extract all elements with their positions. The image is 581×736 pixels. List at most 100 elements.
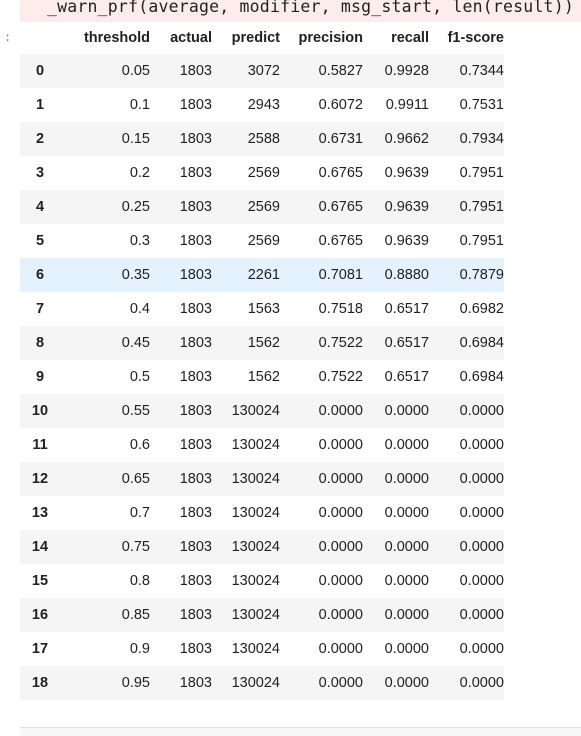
cell-predict: 1562 <box>247 335 280 351</box>
cell-threshold: 0.3 <box>129 233 150 249</box>
cell-actual: 1803 <box>179 199 212 215</box>
cell-predict: 130024 <box>231 607 280 623</box>
cell-precision: 0.7518 <box>318 301 363 317</box>
cell-actual: 1803 <box>179 335 212 351</box>
row-index: 10 <box>31 403 49 419</box>
cell-precision: 0.6765 <box>318 199 363 215</box>
row-index: 11 <box>32 437 48 453</box>
row-index: 2 <box>35 131 45 147</box>
cell-f1-score: 0.0000 <box>459 607 504 623</box>
cell-precision: 0.6072 <box>318 97 363 113</box>
cell-predict: 1562 <box>247 369 280 385</box>
cell-predict: 130024 <box>231 573 280 589</box>
cell-predict: 3072 <box>247 63 280 79</box>
cell-predict: 2261 <box>247 267 280 283</box>
cell-recall: 0.6517 <box>384 335 429 351</box>
column-header-predict: predict <box>231 30 280 46</box>
cell-precision: 0.6765 <box>318 165 363 181</box>
cell-threshold: 0.85 <box>121 607 150 623</box>
table-body: 0 0.05 1803 3072 0.5827 0.9928 0.7344 1 0.1 1803 2… <box>20 54 504 700</box>
cell-predict: 130024 <box>231 471 280 487</box>
cell-predict: 2943 <box>247 97 280 113</box>
cell-actual: 1803 <box>179 539 212 555</box>
cell-actual: 1803 <box>179 165 212 181</box>
table-row: 2 0.15 1803 2588 0.6731 0.9662 0.7934 <box>20 122 504 156</box>
cell-recall: 0.0000 <box>384 641 429 657</box>
table-header-row: threshold actual predict precision recal… <box>20 22 504 54</box>
column-header-recall: recall <box>391 30 429 46</box>
column-header-f1-score: f1-score <box>447 30 504 46</box>
cell-threshold: 0.55 <box>121 403 150 419</box>
cell-precision: 0.0000 <box>318 505 363 521</box>
row-index: 16 <box>31 607 49 623</box>
cell-recall: 0.6517 <box>384 369 429 385</box>
cell-precision: 0.0000 <box>318 403 363 419</box>
cell-recall: 0.0000 <box>384 539 429 555</box>
cell-threshold: 0.5 <box>129 369 150 385</box>
cell-f1-score: 0.0000 <box>459 403 504 419</box>
cell-actual: 1803 <box>179 301 212 317</box>
cell-predict: 2569 <box>247 233 280 249</box>
dataframe-table: threshold actual predict precision recal… <box>20 22 504 700</box>
cell-precision: 0.7522 <box>318 335 363 351</box>
cell-recall: 0.0000 <box>384 607 429 623</box>
cell-f1-score: 0.6984 <box>459 369 504 385</box>
table-row: 12 0.65 1803 130024 0.0000 0.0000 0.0000 <box>20 462 504 496</box>
cell-actual: 1803 <box>179 131 212 147</box>
row-index: 3 <box>35 165 45 181</box>
cell-recall: 0.9639 <box>384 199 429 215</box>
cell-f1-score: 0.0000 <box>459 573 504 589</box>
cell-actual: 1803 <box>179 97 212 113</box>
cell-precision: 0.0000 <box>318 471 363 487</box>
column-header-threshold: threshold <box>83 30 150 46</box>
cell-actual: 1803 <box>179 63 212 79</box>
row-index: 13 <box>31 505 49 521</box>
cell-f1-score: 0.0000 <box>459 539 504 555</box>
cell-precision: 0.0000 <box>318 573 363 589</box>
row-index: 8 <box>35 335 45 351</box>
cell-precision: 0.0000 <box>318 675 363 691</box>
table-row: 17 0.9 1803 130024 0.0000 0.0000 0.0000 <box>20 632 504 666</box>
next-cell-edge <box>20 727 581 736</box>
cell-f1-score: 0.7934 <box>459 131 504 147</box>
output-prompt: : <box>4 30 12 44</box>
cell-f1-score: 0.0000 <box>459 505 504 521</box>
cell-recall: 0.0000 <box>384 505 429 521</box>
cell-threshold: 0.45 <box>121 335 150 351</box>
row-index: 12 <box>31 471 49 487</box>
cell-predict: 130024 <box>231 675 280 691</box>
cell-actual: 1803 <box>179 233 212 249</box>
row-index: 15 <box>31 573 49 589</box>
table-row: 5 0.3 1803 2569 0.6765 0.9639 0.7951 <box>20 224 504 258</box>
cell-predict: 2569 <box>247 199 280 215</box>
cell-recall: 0.9639 <box>384 165 429 181</box>
cell-precision: 0.0000 <box>318 539 363 555</box>
cell-actual: 1803 <box>179 641 212 657</box>
cell-recall: 0.0000 <box>384 573 429 589</box>
cell-f1-score: 0.7531 <box>459 97 504 113</box>
table-row: 9 0.5 1803 1562 0.7522 0.6517 0.6984 <box>20 360 504 394</box>
cell-f1-score: 0.0000 <box>459 471 504 487</box>
table-row: 3 0.2 1803 2569 0.6765 0.9639 0.7951 <box>20 156 504 190</box>
table-row: 0 0.05 1803 3072 0.5827 0.9928 0.7344 <box>20 54 504 88</box>
stderr-warning-output <box>20 0 581 22</box>
table-row: 15 0.8 1803 130024 0.0000 0.0000 0.0000 <box>20 564 504 598</box>
table-row: 13 0.7 1803 130024 0.0000 0.0000 0.0000 <box>20 496 504 530</box>
cell-threshold: 0.8 <box>129 573 150 589</box>
cell-recall: 0.9662 <box>384 131 429 147</box>
cell-actual: 1803 <box>179 505 212 521</box>
cell-recall: 0.0000 <box>384 675 429 691</box>
cell-f1-score: 0.0000 <box>459 437 504 453</box>
column-header-index <box>20 22 60 54</box>
table-row: 1 0.1 1803 2943 0.6072 0.9911 0.7531 <box>20 88 504 122</box>
cell-precision: 0.7081 <box>318 267 363 283</box>
table-row: 4 0.25 1803 2569 0.6765 0.9639 0.7951 <box>20 190 504 224</box>
row-index: 4 <box>35 199 45 215</box>
row-index: 18 <box>31 675 49 691</box>
cell-predict: 130024 <box>231 505 280 521</box>
cell-threshold: 0.35 <box>121 267 150 283</box>
cell-actual: 1803 <box>179 573 212 589</box>
cell-threshold: 0.7 <box>129 505 150 521</box>
row-index: 0 <box>35 63 45 79</box>
table-row: 14 0.75 1803 130024 0.0000 0.0000 0.0000 <box>20 530 504 564</box>
